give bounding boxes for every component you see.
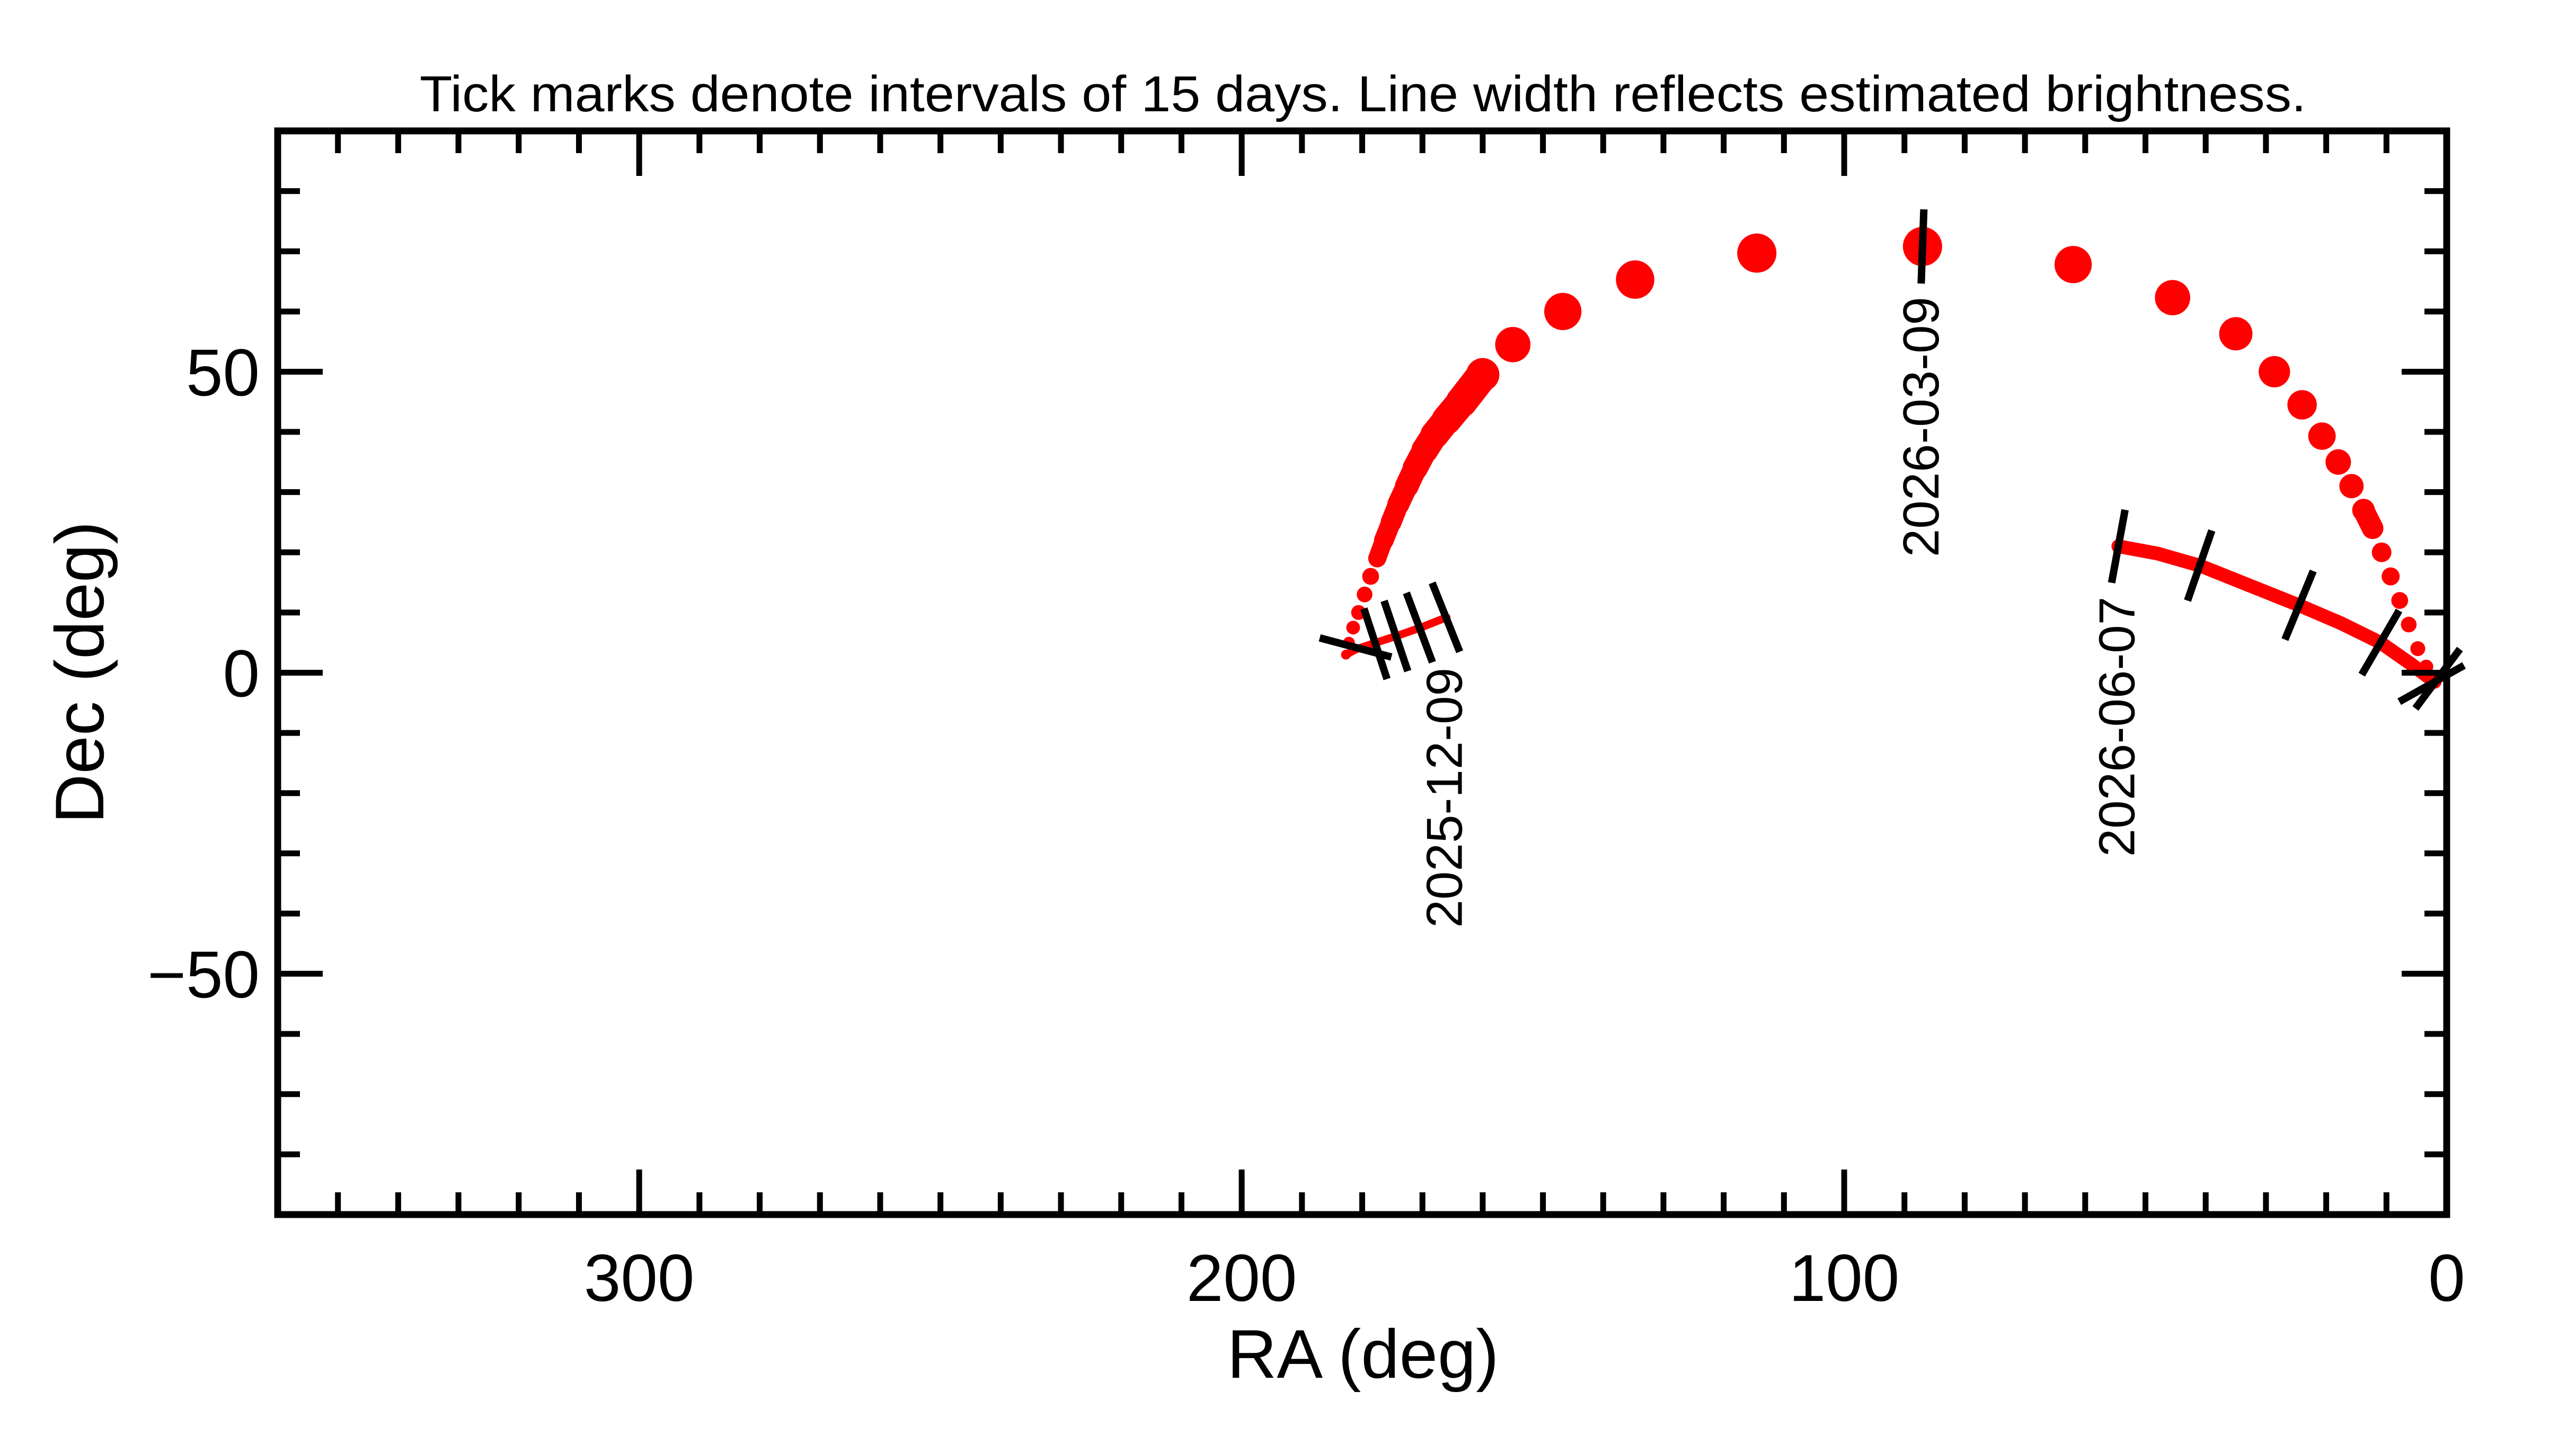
date-tick-mark	[1429, 581, 1464, 653]
track-point	[2339, 474, 2364, 499]
y-tick-label: −50	[147, 938, 260, 1012]
track-point	[2401, 616, 2417, 633]
track-point	[2219, 317, 2253, 351]
track-segment	[2292, 598, 2348, 631]
date-tick-mark	[2281, 569, 2317, 641]
track-point	[2259, 356, 2290, 388]
date-tick-mark	[2184, 529, 2216, 602]
x-tick-label: 0	[2428, 1242, 2465, 1315]
track-point	[1380, 511, 1402, 533]
track-point	[2155, 280, 2190, 316]
track-point	[2308, 422, 2336, 450]
date-label: 2026-03-09	[1893, 297, 1950, 557]
track-point	[2150, 546, 2165, 561]
track-segment	[2150, 546, 2207, 573]
track-point	[1495, 327, 1531, 362]
track-segment	[2334, 616, 2387, 650]
date-tick-mark	[1380, 599, 1412, 672]
track-point	[2287, 390, 2317, 420]
date-label: 2025-12-09	[1417, 668, 1473, 928]
track-point	[1466, 358, 1500, 392]
track-segment	[2241, 578, 2306, 613]
track-point	[1351, 605, 1366, 620]
track-point	[2352, 499, 2375, 522]
track-layer	[1341, 227, 2442, 689]
date-tick-mark	[2358, 608, 2403, 677]
y-tick-label: 50	[186, 336, 260, 410]
track-point	[2391, 592, 2409, 609]
track-point	[1374, 530, 1394, 551]
track-segment	[1418, 613, 1451, 631]
x-axis-label: RA (deg)	[1227, 1315, 1499, 1393]
date-tick-mark	[1360, 607, 1391, 680]
track-point	[2361, 517, 2384, 539]
date-tick-mark	[1318, 634, 1393, 661]
x-tick-label: 200	[1187, 1242, 1297, 1315]
track-point	[2241, 578, 2255, 592]
track-point	[1362, 568, 1379, 585]
track-point	[1737, 233, 1777, 273]
track-point	[1544, 293, 1582, 330]
y-axis-label: Dec (deg)	[41, 521, 118, 824]
track-point	[1446, 386, 1477, 418]
track-point	[2054, 246, 2092, 284]
track-segment	[2192, 559, 2255, 592]
track-point	[2410, 641, 2425, 657]
track-point	[1616, 260, 1654, 299]
track-point	[2325, 449, 2351, 475]
date-tick-mark	[2412, 646, 2463, 711]
date-label: 2026-06-07	[2088, 597, 2145, 857]
track-point	[2382, 567, 2400, 586]
track-point	[1368, 549, 1386, 568]
x-tick-label: 100	[1789, 1242, 1900, 1315]
track-point	[2371, 542, 2392, 562]
date-tick-mark	[1917, 209, 1928, 284]
y-tick-label: 0	[223, 637, 260, 711]
date-tick-mark	[2108, 509, 2129, 584]
date-tick-mark	[1403, 591, 1436, 664]
date-tick-layer: 2025-12-09 2026-03-09 2026-06-07	[1318, 209, 2466, 928]
track-point	[1357, 587, 1373, 603]
x-tick-label: 300	[584, 1242, 695, 1315]
axes: 300 200 100 0 −50 0 50	[147, 127, 2465, 1315]
track-point	[2403, 657, 2418, 671]
track-point	[2334, 616, 2348, 631]
track-point	[1346, 621, 1360, 635]
track-point	[1387, 493, 1410, 516]
chart-title: Tick marks denote intervals of 15 days. …	[420, 66, 2306, 122]
track-point	[1341, 650, 1351, 660]
